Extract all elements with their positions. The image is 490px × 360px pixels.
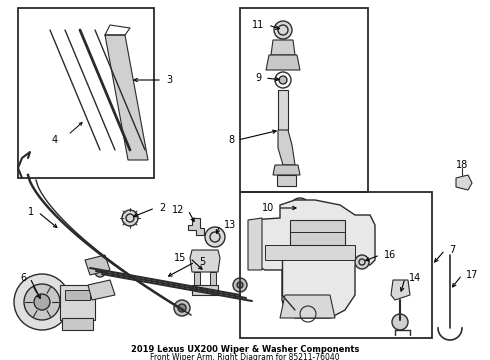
Polygon shape bbox=[60, 285, 95, 320]
Text: 4: 4 bbox=[52, 135, 58, 145]
Polygon shape bbox=[278, 130, 295, 165]
Text: 18: 18 bbox=[456, 160, 468, 170]
Circle shape bbox=[205, 227, 225, 247]
Text: 13: 13 bbox=[224, 220, 236, 230]
Polygon shape bbox=[250, 200, 375, 318]
Polygon shape bbox=[62, 318, 93, 330]
Bar bbox=[240, 192, 432, 338]
Polygon shape bbox=[266, 55, 300, 70]
Text: 5: 5 bbox=[199, 257, 205, 267]
Circle shape bbox=[355, 255, 369, 269]
Text: 3: 3 bbox=[166, 75, 172, 85]
Circle shape bbox=[233, 278, 247, 292]
Polygon shape bbox=[190, 250, 220, 272]
Polygon shape bbox=[194, 272, 200, 285]
Circle shape bbox=[237, 282, 243, 288]
Text: 8: 8 bbox=[228, 135, 234, 145]
Circle shape bbox=[122, 210, 138, 226]
Polygon shape bbox=[271, 40, 295, 55]
Circle shape bbox=[34, 294, 50, 310]
Circle shape bbox=[178, 304, 186, 312]
Polygon shape bbox=[188, 218, 204, 235]
Circle shape bbox=[392, 314, 408, 330]
Circle shape bbox=[14, 274, 70, 330]
Circle shape bbox=[279, 76, 287, 84]
Text: 12: 12 bbox=[172, 205, 184, 215]
Circle shape bbox=[174, 300, 190, 316]
Polygon shape bbox=[273, 165, 300, 175]
Polygon shape bbox=[290, 220, 345, 245]
Circle shape bbox=[290, 198, 310, 218]
Text: 2: 2 bbox=[159, 203, 165, 213]
Text: 10: 10 bbox=[262, 203, 274, 213]
Text: 11: 11 bbox=[252, 20, 264, 30]
Polygon shape bbox=[278, 90, 288, 130]
Text: 6: 6 bbox=[20, 273, 26, 283]
Text: 7: 7 bbox=[449, 245, 455, 255]
Text: Front Wiper Arm, Right Diagram for 85211-76040: Front Wiper Arm, Right Diagram for 85211… bbox=[150, 354, 340, 360]
Polygon shape bbox=[248, 218, 262, 270]
Polygon shape bbox=[456, 175, 472, 190]
Polygon shape bbox=[85, 255, 110, 275]
Circle shape bbox=[24, 284, 60, 320]
Text: 16: 16 bbox=[384, 250, 396, 260]
Circle shape bbox=[274, 21, 292, 39]
Bar bbox=[240, 8, 368, 192]
Polygon shape bbox=[265, 245, 355, 260]
Text: 14: 14 bbox=[409, 273, 421, 283]
Bar bbox=[18, 8, 154, 178]
Polygon shape bbox=[391, 280, 410, 300]
Circle shape bbox=[95, 267, 105, 277]
Polygon shape bbox=[277, 175, 296, 186]
Polygon shape bbox=[280, 295, 335, 318]
Polygon shape bbox=[192, 285, 218, 295]
Text: 1: 1 bbox=[28, 207, 34, 217]
Polygon shape bbox=[105, 35, 148, 160]
Polygon shape bbox=[65, 290, 90, 300]
Text: 9: 9 bbox=[255, 73, 261, 83]
Polygon shape bbox=[210, 272, 216, 285]
Text: 17: 17 bbox=[466, 270, 478, 280]
Text: 2019 Lexus UX200 Wiper & Washer Components: 2019 Lexus UX200 Wiper & Washer Componen… bbox=[131, 346, 359, 355]
Polygon shape bbox=[88, 280, 115, 300]
Text: 15: 15 bbox=[173, 253, 186, 263]
